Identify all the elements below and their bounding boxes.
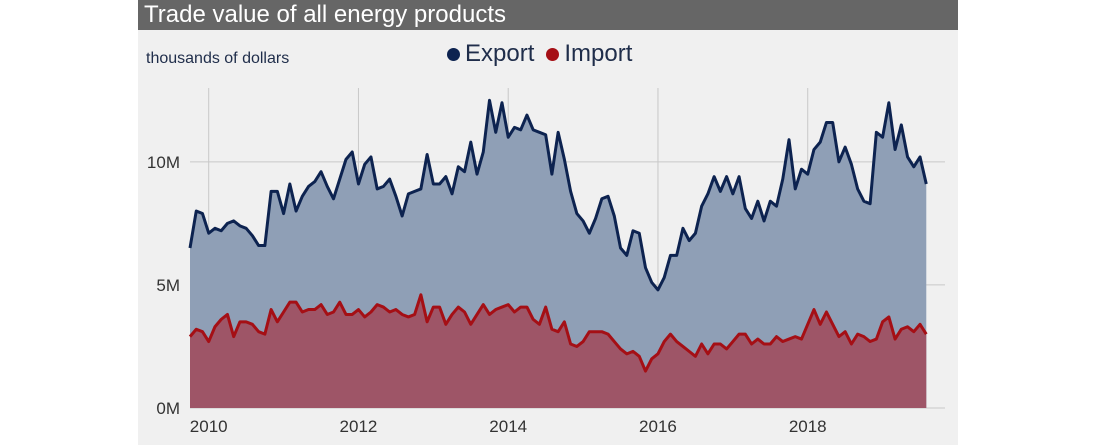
x-tick-label: 2012 xyxy=(340,417,378,436)
import-line xyxy=(188,293,928,373)
y-tick-label: 5M xyxy=(156,276,180,295)
title-bar: Trade value of all energy products xyxy=(138,0,958,30)
y-tick-label: 10M xyxy=(147,153,180,172)
legend-item-export: Export xyxy=(447,40,534,68)
legend-marker-import xyxy=(546,47,560,61)
x-tick-label: 2010 xyxy=(190,417,228,436)
legend-item-import: Import xyxy=(546,40,632,68)
y-unit-label: thousands of dollars xyxy=(146,50,290,67)
chart-title: Trade value of all energy products xyxy=(144,1,506,28)
import-area xyxy=(190,294,927,408)
legend-marker-export xyxy=(447,47,460,61)
export-line xyxy=(188,98,928,292)
y-tick-label: 0M xyxy=(156,399,180,418)
x-tick-label: 2014 xyxy=(489,417,527,436)
x-tick-label: 2016 xyxy=(639,417,677,436)
x-tick-label: 2018 xyxy=(789,417,827,436)
legend: Export Import xyxy=(447,40,644,68)
legend-label-export: Export xyxy=(465,40,535,67)
legend-label-import: Import xyxy=(564,40,633,67)
